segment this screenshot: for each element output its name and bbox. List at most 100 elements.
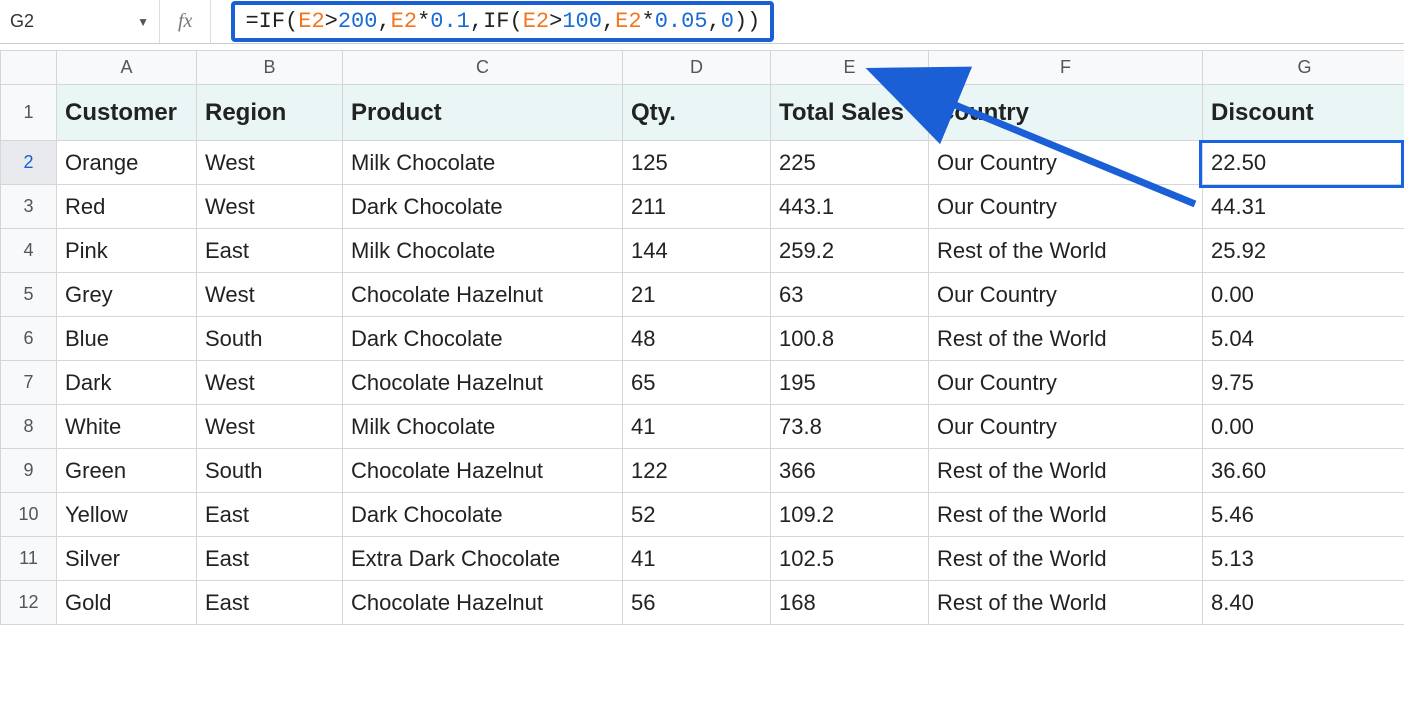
col-header-b[interactable]: B [197,51,343,85]
cell[interactable]: 21 [623,273,771,317]
cell[interactable]: 25.92 [1203,229,1404,273]
spreadsheet-grid[interactable]: A B C D E F G 1CustomerRegionProductQty.… [0,50,1404,674]
row-header-8[interactable]: 8 [1,405,57,449]
cell[interactable]: 366 [771,449,929,493]
cell[interactable]: 9.75 [1203,361,1404,405]
col-header-e[interactable]: E [771,51,929,85]
header-cell[interactable]: Region [197,85,343,141]
cell[interactable]: 0.00 [1203,405,1404,449]
cell[interactable]: Dark Chocolate [343,493,623,537]
row-header-4[interactable]: 4 [1,229,57,273]
cell[interactable]: Rest of the World [929,493,1203,537]
col-header-g[interactable]: G [1203,51,1404,85]
cell[interactable]: Rest of the World [929,229,1203,273]
formula-input[interactable]: =IF(E2>200,E2*0.1,IF(E2>100,E2*0.05,0)) [231,1,774,42]
cell[interactable]: 100.8 [771,317,929,361]
cell[interactable]: White [57,405,197,449]
name-box[interactable]: G2 ▼ [0,0,160,43]
cell[interactable]: 48 [623,317,771,361]
cell[interactable]: Rest of the World [929,317,1203,361]
name-box-dropdown-icon[interactable]: ▼ [137,15,149,29]
cell[interactable]: Milk Chocolate [343,229,623,273]
header-cell[interactable]: Discount [1203,85,1404,141]
cell[interactable]: East [197,493,343,537]
row-header-10[interactable]: 10 [1,493,57,537]
cell[interactable]: West [197,361,343,405]
col-header-d[interactable]: D [623,51,771,85]
cell[interactable]: East [197,229,343,273]
cell[interactable]: 8.40 [1203,581,1404,625]
row-header-9[interactable]: 9 [1,449,57,493]
cell[interactable]: Our Country [929,405,1203,449]
col-header-f[interactable]: F [929,51,1203,85]
cell[interactable]: Chocolate Hazelnut [343,449,623,493]
header-cell[interactable]: Qty. [623,85,771,141]
cell[interactable]: Yellow [57,493,197,537]
cell[interactable]: West [197,273,343,317]
cell[interactable]: Milk Chocolate [343,405,623,449]
cell[interactable]: Gold [57,581,197,625]
cell[interactable]: Our Country [929,361,1203,405]
cell[interactable]: 225 [771,141,929,185]
select-all-corner[interactable] [1,51,57,85]
row-header-12[interactable]: 12 [1,581,57,625]
cell[interactable]: 211 [623,185,771,229]
cell[interactable]: South [197,317,343,361]
row-header-1[interactable]: 1 [1,85,57,141]
row-header-2[interactable]: 2 [1,141,57,185]
cell[interactable]: West [197,405,343,449]
cell[interactable]: 52 [623,493,771,537]
cell[interactable]: 195 [771,361,929,405]
col-header-a[interactable]: A [57,51,197,85]
header-cell[interactable]: Customer [57,85,197,141]
cell[interactable]: Pink [57,229,197,273]
header-cell[interactable]: Country [929,85,1203,141]
cell[interactable]: East [197,537,343,581]
cell[interactable]: 144 [623,229,771,273]
cell[interactable]: 5.46 [1203,493,1404,537]
cell[interactable]: 109.2 [771,493,929,537]
header-cell[interactable]: Product [343,85,623,141]
cell[interactable]: Chocolate Hazelnut [343,273,623,317]
cell[interactable]: 56 [623,581,771,625]
cell[interactable]: Dark Chocolate [343,185,623,229]
cell[interactable]: 65 [623,361,771,405]
cell[interactable]: 41 [623,537,771,581]
cell[interactable]: 44.31 [1203,185,1404,229]
cell[interactable]: Our Country [929,273,1203,317]
cell[interactable]: West [197,141,343,185]
cell[interactable]: Our Country [929,185,1203,229]
cell[interactable]: Blue [57,317,197,361]
row-header-6[interactable]: 6 [1,317,57,361]
cell[interactable]: Chocolate Hazelnut [343,361,623,405]
cell[interactable]: Our Country [929,141,1203,185]
cell[interactable]: Silver [57,537,197,581]
cell[interactable]: Green [57,449,197,493]
row-header-3[interactable]: 3 [1,185,57,229]
cell[interactable]: 41 [623,405,771,449]
cell[interactable]: Rest of the World [929,449,1203,493]
cell[interactable]: 5.13 [1203,537,1404,581]
cell[interactable]: Red [57,185,197,229]
cell[interactable]: 36.60 [1203,449,1404,493]
cell[interactable]: Milk Chocolate [343,141,623,185]
header-cell[interactable]: Total Sales [771,85,929,141]
cell[interactable]: Rest of the World [929,581,1203,625]
col-header-c[interactable]: C [343,51,623,85]
cell[interactable]: 122 [623,449,771,493]
cell[interactable]: Extra Dark Chocolate [343,537,623,581]
cell[interactable]: Dark Chocolate [343,317,623,361]
cell[interactable]: Grey [57,273,197,317]
fx-icon[interactable]: fx [160,0,211,43]
cell[interactable]: Orange [57,141,197,185]
cell[interactable]: South [197,449,343,493]
cell[interactable]: 168 [771,581,929,625]
cell[interactable]: 22.50 [1203,141,1404,185]
cell[interactable]: 125 [623,141,771,185]
cell[interactable]: 0.00 [1203,273,1404,317]
row-header-7[interactable]: 7 [1,361,57,405]
cell[interactable]: 259.2 [771,229,929,273]
cell[interactable]: 73.8 [771,405,929,449]
cell[interactable]: 63 [771,273,929,317]
cell[interactable]: East [197,581,343,625]
